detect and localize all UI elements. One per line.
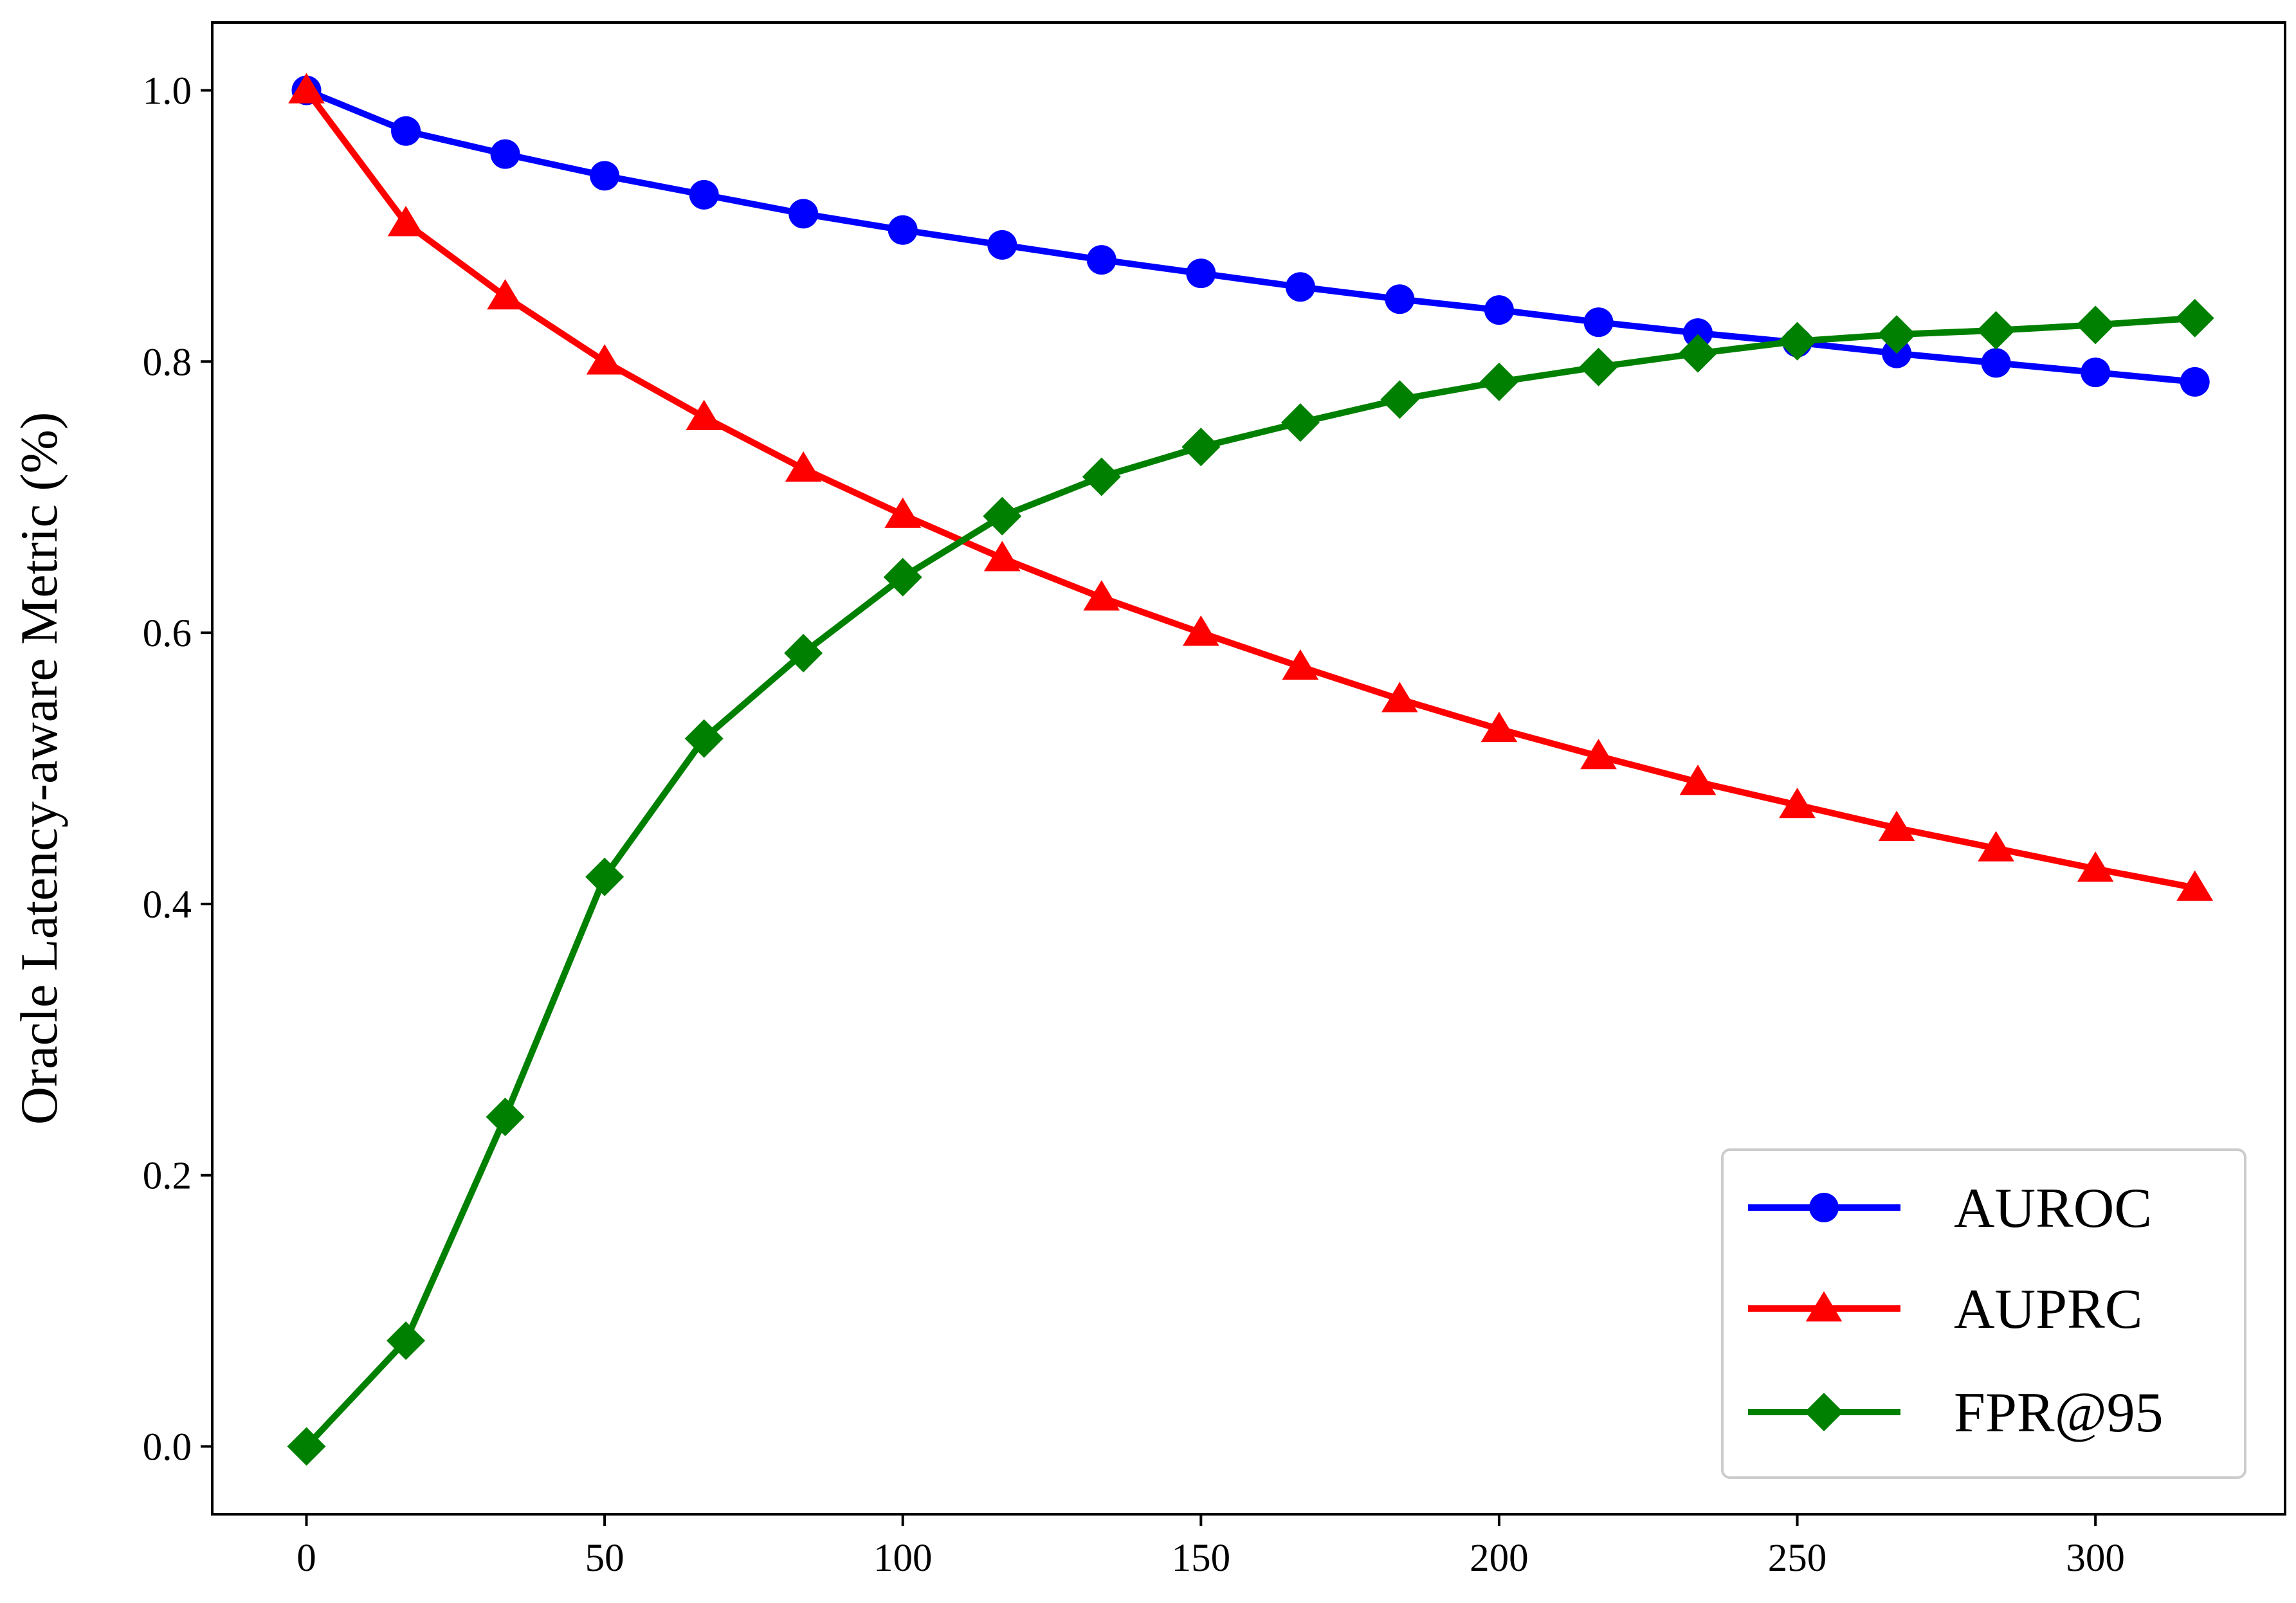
data-point-auprc <box>884 497 922 528</box>
series-line-auroc <box>302 86 2199 386</box>
data-point-auroc <box>1682 318 1713 348</box>
data-point-auroc <box>391 116 421 146</box>
data-point-auroc <box>689 179 719 210</box>
data-point-auroc <box>590 161 620 191</box>
data-point-auprc <box>1083 580 1120 611</box>
data-point-auprc <box>1282 649 1319 680</box>
y-tick-label: 0.8 <box>143 341 192 384</box>
data-point-fpr-95 <box>684 719 724 758</box>
data-point-auroc <box>1186 258 1216 289</box>
y-tick-label: 0.4 <box>143 883 192 927</box>
data-point-fpr-95 <box>1877 315 1917 354</box>
y-tick-label: 0.6 <box>143 612 192 655</box>
data-point-auprc <box>785 451 822 482</box>
data-point-fpr-95 <box>387 1321 426 1361</box>
data-point-auprc <box>2176 870 2214 901</box>
legend-item-auprc: AUPRC <box>1748 1278 2142 1341</box>
data-point-auprc <box>586 344 623 375</box>
data-point-auprc <box>2077 851 2114 882</box>
data-point-auprc <box>1679 765 1717 795</box>
legend-label-auroc: AUROC <box>1954 1177 2152 1240</box>
data-point-fpr-95 <box>883 557 922 597</box>
x-axis: 0 50 100 150 200 250 300 <box>296 1514 2125 1580</box>
data-point-fpr-95 <box>1778 322 1817 361</box>
y-tick-label: 0.2 <box>143 1155 192 1198</box>
data-point-auprc <box>387 206 424 237</box>
data-point-fpr-95 <box>1082 457 1121 496</box>
data-point-fpr-95 <box>287 1427 326 1466</box>
data-point-auprc <box>686 399 723 430</box>
data-point-fpr-95 <box>1479 362 1518 401</box>
data-point-auroc <box>1385 284 1415 314</box>
plot-area-frame <box>211 21 2286 1516</box>
series-layer <box>287 73 2214 1466</box>
data-point-auroc <box>1583 307 1614 338</box>
legend-marker-auroc <box>1809 1193 1839 1222</box>
data-point-auroc <box>1484 295 1514 325</box>
y-axis-title: Oracle Latency-aware Metric (%) <box>10 412 68 1125</box>
data-point-auprc <box>1779 787 1816 819</box>
series-fpr-95 <box>287 298 2214 1466</box>
data-point-auprc <box>1481 711 1518 743</box>
data-point-auprc <box>1381 682 1418 712</box>
data-point-auprc <box>487 279 524 310</box>
data-point-fpr-95 <box>1976 311 2016 350</box>
data-point-auprc <box>1580 739 1617 770</box>
series-auprc <box>288 73 2214 901</box>
y-tick-label: 1.0 <box>143 69 192 113</box>
data-point-auprc <box>983 541 1021 572</box>
data-point-fpr-95 <box>585 857 624 896</box>
x-tick-label: 100 <box>873 1537 933 1580</box>
legend-label-fpr-95: FPR@95 <box>1954 1382 2164 1444</box>
data-point-fpr-95 <box>1181 428 1221 467</box>
x-tick-label: 0 <box>296 1537 316 1580</box>
data-point-auprc <box>1182 615 1219 646</box>
data-point-fpr-95 <box>1280 403 1320 442</box>
data-point-fpr-95 <box>1678 334 1717 373</box>
data-point-auroc <box>490 139 520 169</box>
x-tick-label: 50 <box>585 1537 624 1580</box>
data-point-fpr-95 <box>983 496 1022 536</box>
legend-item-fpr-95: FPR@95 <box>1748 1382 2164 1444</box>
legend-marker-fpr-95 <box>1805 1393 1843 1431</box>
data-point-auprc <box>288 73 325 104</box>
x-tick-label: 250 <box>1768 1537 1827 1580</box>
data-point-fpr-95 <box>1380 380 1419 419</box>
legend-frame <box>1721 1148 2246 1479</box>
data-point-auroc <box>2180 367 2210 397</box>
data-point-auprc <box>1878 810 1915 842</box>
x-tick-label: 150 <box>1172 1537 1231 1580</box>
legend-label-auprc: AUPRC <box>1954 1278 2142 1341</box>
legend-item-auroc: AUROC <box>1748 1177 2152 1240</box>
data-point-fpr-95 <box>784 633 823 673</box>
data-point-auroc <box>888 215 918 245</box>
data-point-auroc <box>788 199 819 229</box>
y-tick-label: 0.0 <box>143 1426 192 1469</box>
data-point-auroc <box>987 230 1017 260</box>
y-axis: 0.0 0.2 0.4 0.6 0.8 1.0 <box>143 69 212 1469</box>
data-point-fpr-95 <box>2175 298 2214 338</box>
data-point-auroc <box>1086 245 1116 275</box>
data-point-fpr-95 <box>486 1098 525 1137</box>
legend-marker-auprc <box>1805 1291 1843 1322</box>
data-point-auroc <box>1981 348 2011 378</box>
series-line-auprc <box>302 86 2199 892</box>
x-tick-label: 300 <box>2066 1537 2125 1580</box>
data-point-auroc <box>1285 272 1315 302</box>
data-point-auprc <box>1978 831 2014 862</box>
data-point-auroc <box>2081 358 2111 388</box>
legend: AUROC AUPRC FPR@95 <box>1721 1148 2246 1479</box>
x-tick-label: 200 <box>1470 1537 1529 1580</box>
data-point-fpr-95 <box>2076 305 2115 345</box>
data-point-fpr-95 <box>1579 347 1618 386</box>
